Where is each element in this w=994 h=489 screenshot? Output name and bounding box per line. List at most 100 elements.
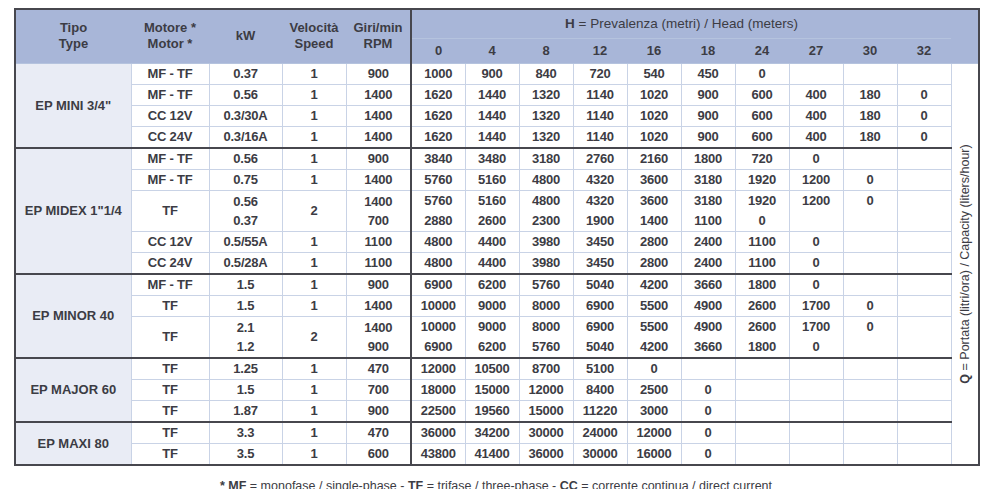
head-column-16: 16 — [627, 38, 681, 63]
capacity-cell: 26001800 — [735, 316, 789, 358]
capacity-value: 0 — [627, 358, 681, 380]
capacity-value — [735, 400, 789, 422]
kw-cell: 0.5/28A — [209, 252, 282, 274]
rpm-cell: 470 — [346, 422, 411, 444]
capacity-value: 450 — [681, 63, 735, 84]
motor-cell: MF - TF — [131, 84, 209, 105]
capacity-value — [897, 231, 951, 252]
capacity-value — [789, 400, 843, 422]
capacity-value: 5040 — [574, 337, 627, 357]
capacity-value-stack: 17000 — [790, 317, 843, 357]
capacity-value: 0 — [789, 148, 843, 170]
capacity-value: 2400 — [681, 252, 735, 274]
capacity-value: 600 — [735, 105, 789, 126]
table-row: TF2.1 1.221400 9001000069009000620080005… — [15, 316, 979, 358]
capacity-value: 4900 — [682, 317, 735, 337]
capacity-axis-text: = Portata (litri/ora) / Capacity (liters… — [958, 144, 972, 374]
group-label: EP MAJOR 60 — [15, 358, 131, 422]
capacity-value — [681, 358, 735, 380]
motor-cell: TF — [131, 379, 209, 400]
capacity-value: 0 — [735, 63, 789, 84]
capacity-value: 0 — [681, 400, 735, 422]
kw-cell: 0.37 — [209, 63, 282, 84]
capacity-value — [897, 379, 951, 400]
capacity-value: 0 — [897, 126, 951, 148]
table-row: TF3.5160043800414003600030000160000 — [15, 443, 979, 465]
capacity-cell: 69005040 — [573, 316, 627, 358]
capacity-value: 5500 — [627, 295, 681, 316]
capacity-value: 2400 — [681, 231, 735, 252]
capacity-value: 1800 — [736, 337, 789, 357]
speed-cell: 2 — [282, 190, 346, 231]
capacity-value: 1800 — [681, 148, 735, 170]
capacity-value: 1100 — [735, 252, 789, 274]
kw-cell: 1.87 — [209, 400, 282, 422]
capacity-cell: 19200 — [735, 190, 789, 231]
capacity-cell: 43201900 — [573, 190, 627, 231]
kw-cell: 1.5 — [209, 379, 282, 400]
capacity-value: 30000 — [519, 422, 573, 444]
capacity-value-stack: 100006900 — [412, 317, 465, 357]
capacity-value: 12000 — [627, 422, 681, 444]
motor-cell: MF - TF — [131, 148, 209, 170]
capacity-value — [898, 337, 951, 357]
capacity-value: 2880 — [412, 211, 465, 231]
rpm-cell: 1100 — [346, 252, 411, 274]
capacity-value — [897, 63, 951, 84]
capacity-value-stack: 1200 — [790, 191, 843, 231]
capacity-value: 5760 — [519, 274, 573, 296]
group-label: EP MINI 3/4" — [15, 63, 131, 148]
capacity-value-stack: 48002300 — [520, 191, 573, 231]
kw-cell: 1.5 — [209, 295, 282, 316]
capacity-value — [897, 148, 951, 170]
capacity-value: 400 — [789, 105, 843, 126]
capacity-value: 43800 — [411, 443, 465, 465]
capacity-value: 720 — [735, 148, 789, 170]
capacity-value: 600 — [735, 84, 789, 105]
footnote-segment: CC — [560, 479, 578, 489]
capacity-value-stack — [898, 191, 951, 231]
table-row: EP MINI 3/4"MF - TF0.3719001000900840720… — [15, 63, 979, 84]
capacity-value: 1620 — [411, 105, 465, 126]
capacity-value — [897, 274, 951, 296]
capacity-value: 0 — [681, 379, 735, 400]
head-column-24: 24 — [735, 38, 789, 63]
table-row: CC 24V0.5/28A111004800440039803450280024… — [15, 252, 979, 274]
capacity-column-header-spacer — [951, 9, 979, 63]
capacity-value: 900 — [681, 126, 735, 148]
capacity-value: 0 — [789, 252, 843, 274]
capacity-value: 1020 — [627, 105, 681, 126]
table-row: EP MINOR 40MF - TF1.51900690062005760504… — [15, 274, 979, 296]
capacity-value-stack: 0 — [844, 191, 897, 231]
capacity-value: 1700 — [790, 317, 843, 337]
kw-cell: 1.5 — [209, 274, 282, 296]
capacity-value: 2800 — [627, 252, 681, 274]
capacity-value: 0 — [843, 169, 897, 190]
capacity-value: 1140 — [573, 105, 627, 126]
capacity-value: 1440 — [465, 126, 519, 148]
capacity-value: 1920 — [735, 169, 789, 190]
capacity-value: 6900 — [574, 317, 627, 337]
capacity-value — [843, 443, 897, 465]
head-column-30: 30 — [843, 38, 897, 63]
table-row: TF1.51700180001500012000840025000 — [15, 379, 979, 400]
capacity-value: 10000 — [412, 317, 465, 337]
capacity-cell — [897, 190, 951, 231]
kw-cell: 0.56 — [209, 84, 282, 105]
motor-cell: MF - TF — [131, 274, 209, 296]
capacity-cell: 80005760 — [519, 316, 573, 358]
rpm-cell: 1400 700 — [346, 190, 411, 231]
capacity-value — [897, 358, 951, 380]
capacity-value: 3180 — [681, 169, 735, 190]
capacity-value — [898, 211, 951, 231]
capacity-value-stack — [898, 317, 951, 357]
speed-cell: 1 — [282, 358, 346, 380]
table-header: Tipo TypeMotore * Motor *kWVelocità Spee… — [15, 9, 979, 63]
table-row: MF - TF0.7511400576051604800432036003180… — [15, 169, 979, 190]
capacity-value: 8000 — [519, 295, 573, 316]
kw-cell: 0.75 — [209, 169, 282, 190]
speed-cell: 1 — [282, 295, 346, 316]
capacity-value: 34200 — [465, 422, 519, 444]
motor-cell: TF — [131, 443, 209, 465]
table-row: TF1.511400100009000800069005500490026001… — [15, 295, 979, 316]
